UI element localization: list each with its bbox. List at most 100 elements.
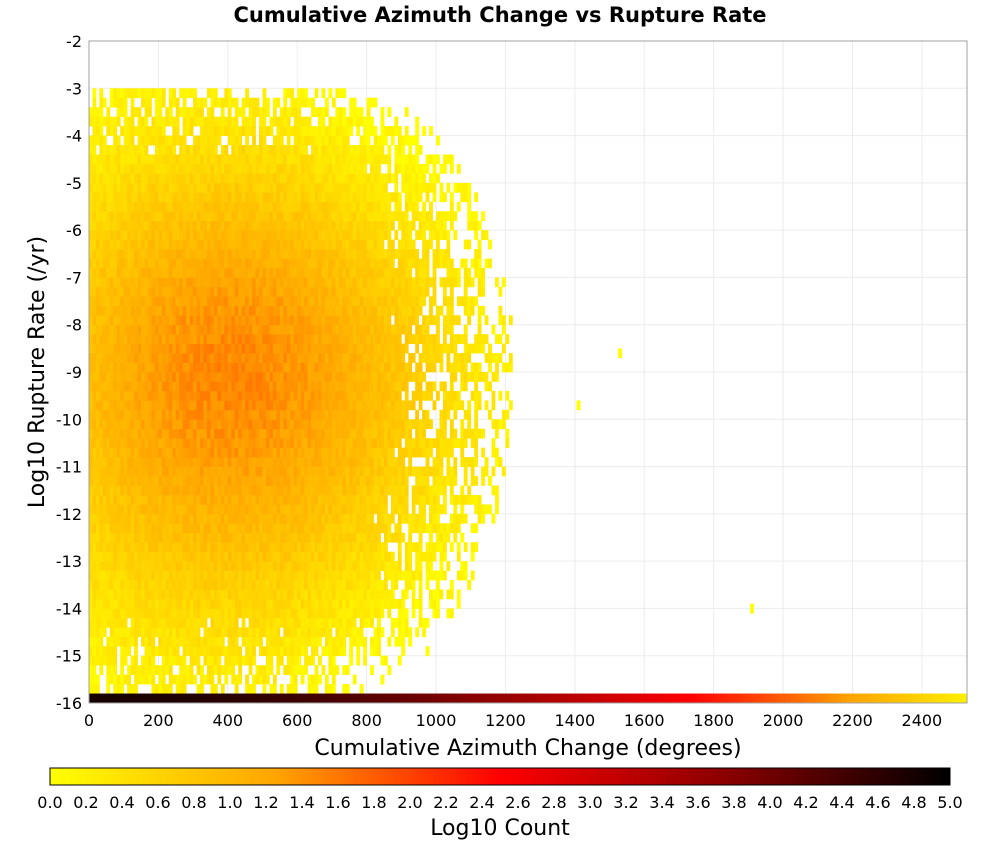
heatmap-cell [224,494,229,505]
heatmap-cell [193,390,197,401]
heatmap-cell [436,390,440,401]
heatmap-cell [314,646,319,657]
heatmap-cell [318,561,322,571]
heatmap-cell [168,324,173,335]
heatmap-cell [363,267,367,278]
heatmap-cell [245,267,249,278]
heatmap-cell [293,372,298,382]
heatmap-cell [99,400,104,411]
heatmap-cell [324,230,329,240]
heatmap-cell [123,315,128,326]
heatmap-cell [130,598,135,609]
heatmap-cell [123,523,128,534]
heatmap-cell [89,617,93,628]
heatmap-cell [186,532,190,543]
heatmap-cell [186,636,190,647]
heatmap-cell [196,409,201,420]
heatmap-cell [363,513,367,524]
heatmap-cell [425,580,430,590]
heatmap-cell [363,239,367,250]
heatmap-cell [311,267,315,278]
heatmap-cell [411,542,416,553]
heatmap-cell [175,636,180,647]
heatmap-cell [255,598,260,609]
heatmap-cell [290,305,295,316]
heatmap-cell [95,457,100,467]
heatmap-cell [356,457,361,467]
heatmap-cell [206,665,211,675]
heatmap-cell [238,362,243,373]
heatmap-cell [154,372,159,382]
heatmap-cell [255,608,260,619]
heatmap-cell [474,409,479,420]
heatmap-cell [265,286,270,297]
heatmap-cell [311,400,315,411]
heatmap-cell [272,381,277,392]
heatmap-cell [297,343,302,354]
heatmap-cell [286,372,291,382]
heatmap-cell [168,239,173,250]
heatmap-cell [300,249,305,259]
heatmap-cell [141,494,145,505]
heatmap-cell [196,400,201,411]
heatmap-cell [203,324,208,335]
heatmap-cell [161,608,166,619]
heatmap-cell [338,428,343,439]
heatmap-cell [109,457,114,467]
heatmap-cell [189,258,194,269]
heatmap-cell [102,627,107,638]
heatmap-cell [297,428,302,439]
heatmap-cell [137,589,142,600]
heatmap-cell [265,428,270,439]
heatmap-cell [151,220,156,231]
heatmap-cell [377,513,381,524]
heatmap-cell [106,315,111,326]
heatmap-cell [269,334,274,344]
heatmap-cell [127,220,131,231]
heatmap-cell [300,674,305,685]
heatmap-cell [193,561,197,571]
heatmap-cell [158,580,163,590]
heatmap-cell [189,286,194,297]
heatmap-cell [255,305,260,316]
heatmap-cell [269,286,274,297]
heatmap-cell [109,598,114,609]
heatmap-cell [193,381,197,392]
heatmap-cell [196,343,201,354]
heatmap-cell [335,372,340,382]
heatmap-cell [92,447,97,458]
heatmap-cell [311,324,315,335]
heatmap-cell [335,362,340,373]
heatmap-cell [352,589,357,600]
heatmap-cell [338,353,343,363]
heatmap-cell [370,343,374,354]
heatmap-cell [95,381,100,392]
heatmap-cell [182,419,187,430]
heatmap-cell [137,419,142,430]
heatmap-cell [120,447,125,458]
heatmap-cell [151,665,156,675]
heatmap-cell [220,419,225,430]
heatmap-cell [238,249,243,259]
heatmap-cell [227,428,232,439]
heatmap-cell [297,334,302,344]
heatmap-cell [470,542,475,553]
heatmap-cell [165,513,170,524]
heatmap-cell [245,646,249,657]
heatmap-cell [484,466,489,477]
heatmap-cell [449,390,454,401]
heatmap-cell [265,343,270,354]
heatmap-cell [359,409,364,420]
heatmap-cell [425,409,430,420]
heatmap-cell [283,589,288,600]
heatmap-cell [286,684,291,694]
heatmap-cell [196,230,201,240]
heatmap-cell [186,485,190,496]
heatmap-cell [415,305,420,316]
heatmap-cell [304,400,308,411]
heatmap-cell [328,286,333,297]
heatmap-cell [380,258,385,269]
heatmap-cell [238,466,243,477]
heatmap-cell [411,334,416,344]
heatmap-cell [293,343,298,354]
